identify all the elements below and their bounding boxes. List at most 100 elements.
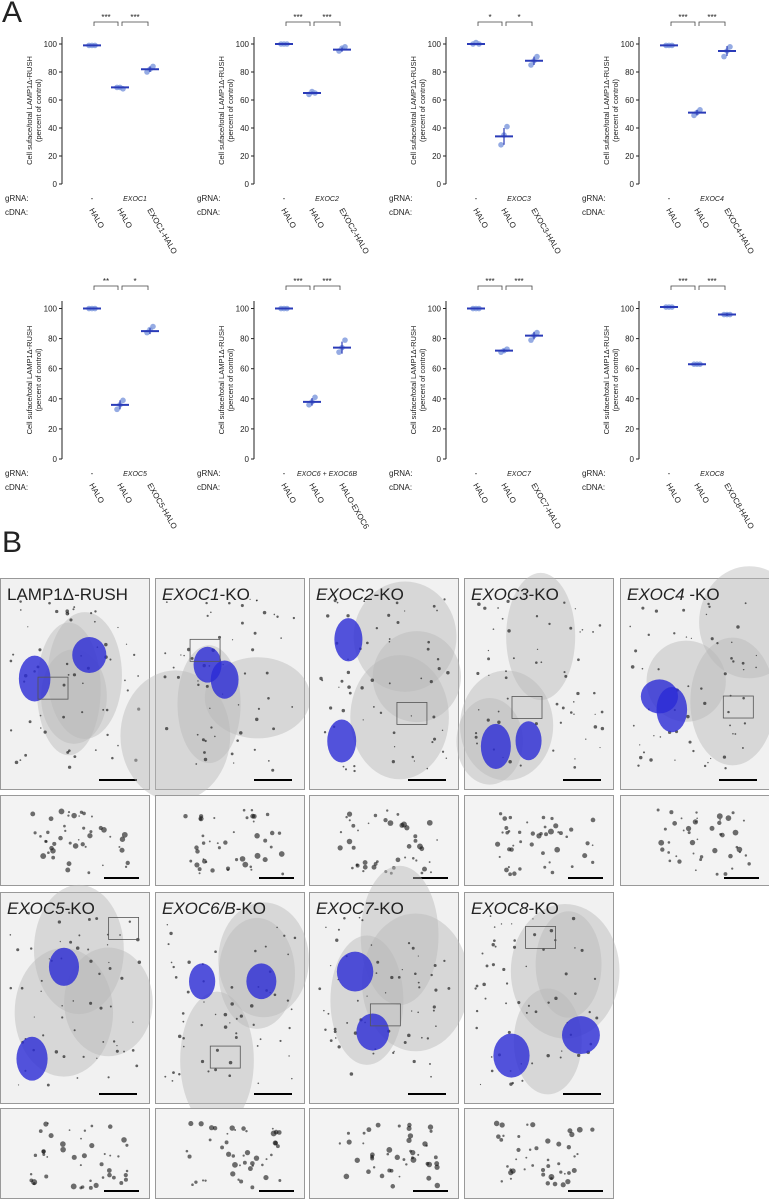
puncta bbox=[28, 720, 32, 724]
inset-frame bbox=[0, 795, 150, 886]
label-text: LAMP1Δ-RUSH bbox=[7, 585, 128, 604]
puncta bbox=[430, 973, 433, 977]
puncta bbox=[600, 726, 605, 731]
puncta bbox=[710, 637, 714, 641]
puncta bbox=[436, 839, 438, 841]
puncta bbox=[252, 820, 255, 823]
cell bbox=[506, 572, 576, 701]
puncta bbox=[40, 727, 42, 729]
puncta bbox=[491, 943, 495, 947]
data-point bbox=[150, 323, 156, 330]
puncta bbox=[230, 1002, 234, 1006]
puncta bbox=[422, 866, 427, 872]
puncta bbox=[329, 1039, 333, 1043]
puncta bbox=[204, 739, 207, 743]
puncta bbox=[362, 1131, 366, 1135]
cell bbox=[510, 904, 620, 1039]
puncta bbox=[236, 739, 239, 742]
puncta bbox=[433, 737, 437, 741]
panel-label: B bbox=[2, 526, 22, 559]
puncta bbox=[519, 764, 522, 767]
puncta bbox=[17, 1084, 20, 1086]
puncta bbox=[695, 811, 698, 814]
puncta bbox=[426, 1175, 432, 1181]
gene-name: EXOC1 bbox=[162, 585, 220, 604]
puncta bbox=[291, 706, 294, 708]
puncta bbox=[548, 861, 551, 864]
puncta bbox=[89, 1143, 95, 1149]
puncta bbox=[660, 847, 665, 852]
puncta bbox=[411, 1156, 414, 1160]
puncta bbox=[475, 1009, 479, 1013]
puncta bbox=[123, 1173, 128, 1178]
puncta bbox=[699, 855, 704, 859]
puncta bbox=[90, 815, 93, 818]
cell bbox=[218, 902, 309, 1018]
puncta bbox=[595, 1016, 599, 1020]
y-axis-label: (percent of control) bbox=[34, 79, 43, 142]
puncta bbox=[426, 647, 430, 651]
puncta bbox=[486, 718, 490, 722]
puncta bbox=[242, 808, 246, 812]
puncta bbox=[339, 830, 343, 834]
puncta bbox=[735, 845, 739, 849]
puncta bbox=[388, 638, 391, 640]
puncta bbox=[94, 610, 97, 613]
puncta bbox=[335, 938, 339, 942]
puncta bbox=[228, 1074, 232, 1078]
puncta bbox=[497, 710, 500, 713]
puncta bbox=[716, 642, 719, 645]
puncta bbox=[232, 1162, 238, 1168]
inset-frame bbox=[155, 795, 305, 886]
puncta bbox=[78, 815, 80, 817]
y-tick-label: 0 bbox=[630, 455, 635, 464]
puncta bbox=[81, 711, 84, 714]
puncta bbox=[491, 963, 495, 967]
puncta bbox=[744, 854, 748, 857]
cdna-label: HALO bbox=[664, 482, 683, 505]
puncta bbox=[226, 868, 230, 872]
puncta bbox=[508, 759, 512, 764]
puncta bbox=[208, 840, 211, 843]
puncta bbox=[344, 768, 348, 771]
puncta bbox=[557, 1162, 561, 1166]
puncta bbox=[736, 846, 743, 853]
puncta bbox=[67, 810, 71, 814]
puncta bbox=[540, 1167, 546, 1173]
puncta bbox=[234, 858, 239, 862]
puncta bbox=[232, 831, 235, 834]
puncta bbox=[38, 1129, 43, 1133]
gene-name: EXOC4 bbox=[627, 585, 685, 604]
puncta bbox=[384, 992, 387, 994]
puncta bbox=[557, 831, 560, 834]
puncta bbox=[707, 761, 709, 764]
puncta bbox=[170, 961, 173, 964]
puncta bbox=[553, 823, 559, 829]
data-point bbox=[504, 123, 510, 130]
y-tick-label: 100 bbox=[428, 305, 442, 314]
puncta bbox=[432, 1009, 435, 1012]
puncta bbox=[255, 717, 259, 722]
y-tick-label: 0 bbox=[245, 455, 250, 464]
y-tick-label: 60 bbox=[625, 96, 634, 105]
puncta bbox=[387, 1168, 392, 1173]
significance-label: *** bbox=[322, 277, 331, 286]
puncta bbox=[685, 636, 688, 638]
puncta bbox=[677, 859, 682, 864]
grna-row-label: gRNA: bbox=[197, 194, 221, 203]
puncta bbox=[237, 1178, 240, 1181]
puncta bbox=[73, 606, 76, 609]
label-suffix: -KO bbox=[529, 585, 559, 604]
nucleus bbox=[336, 951, 374, 992]
puncta bbox=[253, 631, 257, 635]
puncta bbox=[387, 613, 391, 617]
puncta bbox=[253, 1155, 260, 1161]
puncta bbox=[255, 599, 258, 602]
puncta bbox=[403, 1040, 407, 1044]
puncta bbox=[283, 934, 286, 937]
puncta bbox=[96, 1057, 98, 1059]
puncta bbox=[202, 858, 205, 860]
nucleus bbox=[193, 646, 222, 683]
puncta bbox=[220, 1145, 225, 1150]
puncta bbox=[82, 1055, 85, 1058]
